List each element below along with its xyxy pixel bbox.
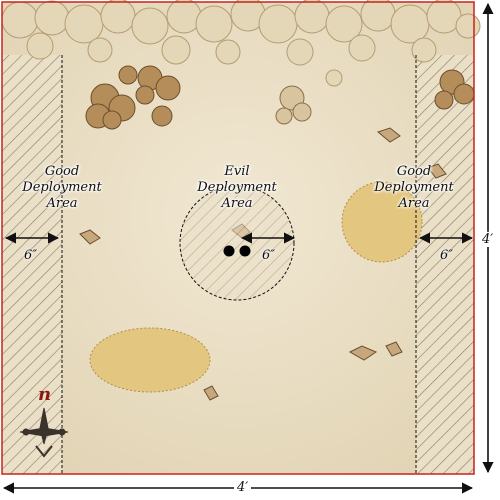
objective-marker-1 [223, 245, 235, 257]
rock-2 [427, 163, 447, 179]
zone-label-center: Evil Deployment Area [195, 164, 279, 212]
tree-cluster-mid [135, 65, 181, 127]
rock-1 [376, 127, 401, 143]
zone-label-right-line1: Good [396, 164, 432, 179]
measure-center: 6″ [262, 248, 276, 263]
left-deployment-strip [2, 55, 62, 474]
zone-label-left: Good Deployment Area [20, 164, 104, 212]
right-deployment-strip [416, 55, 474, 474]
zone-label-center-line2: Deployment [197, 180, 277, 195]
measure-side: 4′ [480, 232, 496, 247]
tree-cluster-left [85, 65, 138, 130]
zone-label-right-line2: Deployment [374, 180, 454, 195]
rock-6 [203, 385, 219, 401]
wheat-field-bottom [89, 327, 211, 393]
zone-label-right: Good Deployment Area [372, 164, 456, 212]
zone-label-left-line2: Deployment [22, 180, 102, 195]
tree-cluster-right [434, 69, 475, 110]
compass-icon [19, 407, 69, 458]
zone-label-center-line3: Area [221, 196, 253, 211]
zone-label-left-line1: Good [44, 164, 80, 179]
wheat-field-right [341, 181, 423, 263]
tree-cluster-rightcenter [325, 69, 343, 87]
objective-marker-2 [239, 245, 251, 257]
zone-label-left-line3: Area [46, 196, 78, 211]
zone-label-center-line1: Evil [224, 164, 250, 179]
measure-left: 6″ [24, 248, 38, 263]
measure-bottom: 4′ [234, 480, 252, 495]
tree-cluster-center [275, 85, 312, 125]
measure-right: 6″ [440, 248, 454, 263]
forest-top [1, 0, 481, 66]
rock-3 [79, 229, 101, 245]
zone-label-right-line3: Area [398, 196, 430, 211]
board-border [1, 1, 475, 475]
rock-5 [385, 341, 403, 357]
compass-north-letter: n [38, 384, 52, 405]
rock-4 [348, 345, 378, 361]
